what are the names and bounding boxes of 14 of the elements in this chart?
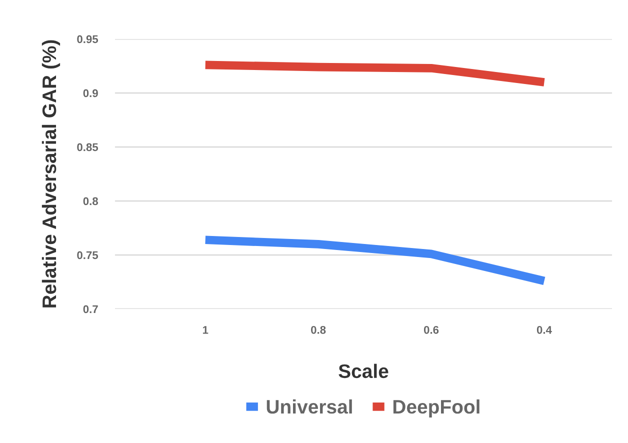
y-tick-label: 0.9 [83,89,98,98]
x-tick-label: 0.4 [536,326,552,334]
legend-label: Universal [266,399,352,414]
y-axis-title: Relative Adversarial GAR (%) [42,40,60,308]
x-axis-title: Scale [338,364,388,378]
legend-label: DeepFool [393,399,480,418]
x-tick-label: 0.6 [424,326,439,334]
y-tick-label: 0.85 [77,143,98,152]
y-tick-label: 0.75 [77,251,98,260]
x-tick-label: 0.8 [311,326,326,334]
x-tick-label: 1 [202,326,208,334]
y-tick-label: 0.7 [83,305,98,314]
y-tick-label: 0.95 [77,35,98,44]
y-tick-label: 0.8 [83,197,98,206]
